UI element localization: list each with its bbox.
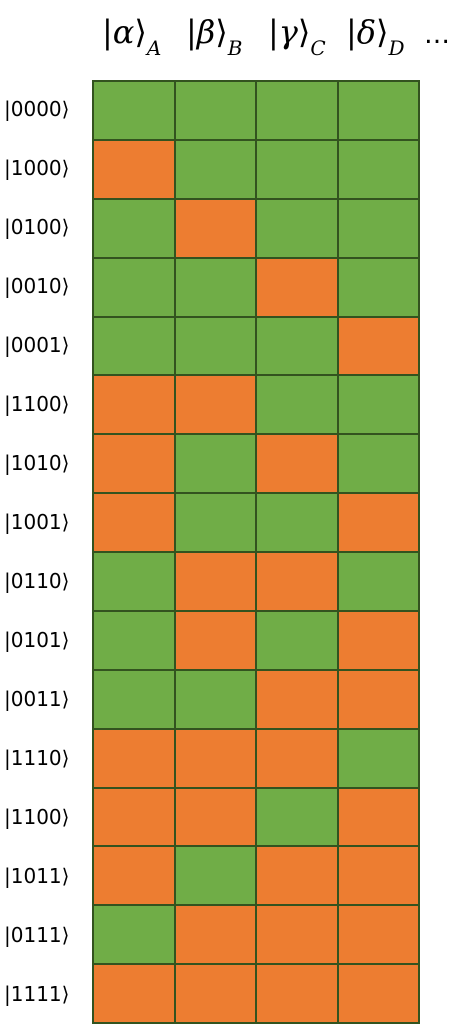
grid-cell-r15-c2 bbox=[257, 965, 337, 1022]
grid-cell-r8-c2 bbox=[257, 553, 337, 610]
row-label: |0101⟩ bbox=[4, 628, 70, 652]
grid-cell-r6-c3 bbox=[338, 435, 418, 493]
grid-cell-r4-c2 bbox=[257, 317, 337, 375]
grid-cell-r11-c0 bbox=[94, 729, 174, 787]
grid-cell-r6-c2 bbox=[257, 435, 337, 493]
grid-cell-r5-c1 bbox=[175, 376, 255, 434]
grid-cell-r3-c1 bbox=[175, 258, 255, 316]
grid-cell-r9-c0 bbox=[94, 611, 174, 669]
grid-cell-r10-c2 bbox=[257, 670, 337, 728]
row-label: |1000⟩ bbox=[4, 156, 70, 180]
column-header-delta: |δ⟩D bbox=[346, 13, 405, 60]
grid-cell-r11-c1 bbox=[175, 729, 255, 787]
row-label: |1100⟩ bbox=[4, 392, 70, 416]
grid-cell-r12-c0 bbox=[94, 788, 174, 846]
grid-cell-r10-c3 bbox=[338, 670, 418, 728]
grid-cell-r12-c2 bbox=[257, 788, 337, 846]
grid-cell-r9-c2 bbox=[257, 611, 337, 669]
grid-cell-r11-c2 bbox=[257, 729, 337, 787]
grid-cell-r13-c3 bbox=[338, 847, 418, 905]
grid-cell-r12-c3 bbox=[338, 788, 418, 846]
grid-cell-r6-c1 bbox=[175, 435, 255, 493]
column-header-beta: |β⟩B bbox=[186, 13, 243, 60]
grid-cell-r1-c2 bbox=[257, 140, 337, 198]
grid-cell-r1-c1 bbox=[175, 140, 255, 198]
grid-cell-r14-c2 bbox=[257, 906, 337, 964]
row-label: |0100⟩ bbox=[4, 215, 70, 239]
grid-cell-r7-c2 bbox=[257, 494, 337, 551]
column-header-row: |α⟩A |β⟩B |γ⟩C |δ⟩D … bbox=[0, 0, 454, 80]
grid-cell-r6-c0 bbox=[94, 435, 174, 493]
row-label: |1111⟩ bbox=[4, 982, 70, 1006]
grid-cell-r14-c3 bbox=[338, 906, 418, 964]
grid-cell-r2-c2 bbox=[257, 199, 337, 257]
row-label: |0000⟩ bbox=[4, 97, 70, 121]
grid-cell-r14-c1 bbox=[175, 906, 255, 964]
row-label: |0011⟩ bbox=[4, 687, 70, 711]
grid-cell-r15-c3 bbox=[338, 965, 418, 1022]
grid-cell-r4-c0 bbox=[94, 317, 174, 375]
row-label: |0010⟩ bbox=[4, 274, 70, 298]
grid-cell-r2-c1 bbox=[175, 199, 255, 257]
row-label: |1001⟩ bbox=[4, 510, 70, 534]
grid-cell-r15-c0 bbox=[94, 965, 174, 1022]
row-label: |0110⟩ bbox=[4, 569, 70, 593]
grid-cell-r15-c1 bbox=[175, 965, 255, 1022]
grid-cell-r0-c0 bbox=[94, 82, 174, 139]
grid-cell-r12-c1 bbox=[175, 788, 255, 846]
grid-cell-r8-c0 bbox=[94, 553, 174, 610]
state-grid bbox=[92, 80, 420, 1024]
grid-cell-r9-c3 bbox=[338, 611, 418, 669]
grid-cell-r3-c0 bbox=[94, 258, 174, 316]
row-label: |1011⟩ bbox=[4, 864, 70, 888]
row-label: |1110⟩ bbox=[4, 746, 70, 770]
grid-cell-r3-c2 bbox=[257, 258, 337, 316]
grid-cell-r0-c3 bbox=[338, 82, 418, 139]
grid-cell-r5-c0 bbox=[94, 376, 174, 434]
row-label: |0111⟩ bbox=[4, 923, 70, 947]
grid-cell-r2-c0 bbox=[94, 199, 174, 257]
grid-cell-r13-c1 bbox=[175, 847, 255, 905]
grid-cell-r11-c3 bbox=[338, 729, 418, 787]
grid-cell-r2-c3 bbox=[338, 199, 418, 257]
grid-cell-r4-c1 bbox=[175, 317, 255, 375]
row-label: |1100⟩ bbox=[4, 805, 70, 829]
grid-cell-r10-c0 bbox=[94, 670, 174, 728]
column-header-gamma: |γ⟩C bbox=[268, 13, 326, 60]
grid-cell-r0-c2 bbox=[257, 82, 337, 139]
grid-cell-r0-c1 bbox=[175, 82, 255, 139]
grid-cell-r7-c0 bbox=[94, 494, 174, 551]
grid-cell-r5-c3 bbox=[338, 376, 418, 434]
grid-cell-r8-c3 bbox=[338, 553, 418, 610]
grid-cell-r7-c1 bbox=[175, 494, 255, 551]
grid-cell-r4-c3 bbox=[338, 317, 418, 375]
row-label: |1010⟩ bbox=[4, 451, 70, 475]
grid-cell-r1-c0 bbox=[94, 140, 174, 198]
column-header-alpha: |α⟩A bbox=[102, 13, 162, 60]
column-header-ellipsis: … bbox=[424, 20, 450, 50]
grid-cell-r14-c0 bbox=[94, 906, 174, 964]
grid-cell-r3-c3 bbox=[338, 258, 418, 316]
grid-cell-r10-c1 bbox=[175, 670, 255, 728]
grid-cell-r5-c2 bbox=[257, 376, 337, 434]
grid-cell-r7-c3 bbox=[338, 494, 418, 551]
grid-cell-r13-c0 bbox=[94, 847, 174, 905]
row-label: |0001⟩ bbox=[4, 333, 70, 357]
grid-cell-r9-c1 bbox=[175, 611, 255, 669]
grid-cell-r8-c1 bbox=[175, 553, 255, 610]
grid-cell-r13-c2 bbox=[257, 847, 337, 905]
grid-cell-r1-c3 bbox=[338, 140, 418, 198]
